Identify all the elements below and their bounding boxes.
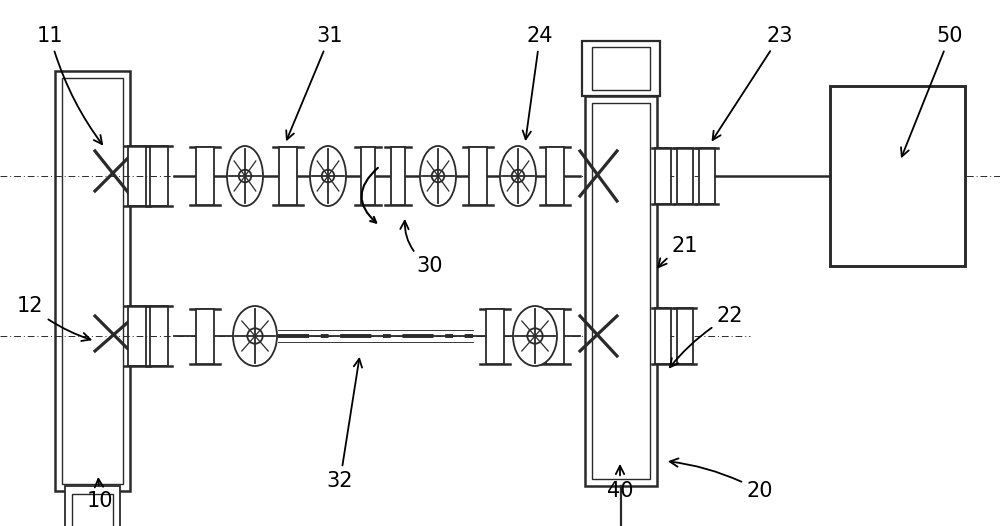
Text: 30: 30 xyxy=(400,221,443,276)
Circle shape xyxy=(432,170,444,183)
Bar xyxy=(128,306,146,366)
Text: 23: 23 xyxy=(713,26,793,140)
Bar xyxy=(592,47,650,90)
Bar xyxy=(582,41,660,96)
Bar xyxy=(830,86,965,266)
Bar xyxy=(150,306,168,366)
Bar xyxy=(655,148,671,204)
Ellipse shape xyxy=(227,146,263,206)
Bar xyxy=(62,78,123,484)
Bar xyxy=(655,308,671,364)
Ellipse shape xyxy=(513,306,557,366)
Text: 50: 50 xyxy=(901,26,963,157)
Text: 21: 21 xyxy=(658,236,698,267)
Text: 10: 10 xyxy=(87,479,113,511)
Bar xyxy=(391,147,405,205)
Text: 20: 20 xyxy=(670,458,773,501)
Bar xyxy=(677,148,693,204)
Circle shape xyxy=(512,170,524,183)
Text: 12: 12 xyxy=(17,296,90,341)
Bar xyxy=(196,309,214,363)
Ellipse shape xyxy=(420,146,456,206)
Text: 32: 32 xyxy=(327,359,362,491)
Bar xyxy=(546,147,564,205)
Bar xyxy=(128,146,146,206)
Bar xyxy=(546,309,564,363)
Circle shape xyxy=(527,328,543,343)
Bar xyxy=(585,96,657,486)
Circle shape xyxy=(239,170,251,183)
Text: 11: 11 xyxy=(37,26,102,144)
Bar xyxy=(592,103,650,479)
Ellipse shape xyxy=(310,146,346,206)
Bar xyxy=(677,308,693,364)
Text: 40: 40 xyxy=(607,466,633,501)
Bar xyxy=(150,146,168,206)
Bar xyxy=(72,494,113,526)
Ellipse shape xyxy=(500,146,536,206)
Text: 24: 24 xyxy=(523,26,553,139)
Bar xyxy=(361,147,375,205)
Bar xyxy=(55,71,130,491)
Text: 31: 31 xyxy=(286,26,343,139)
Bar xyxy=(279,147,297,205)
Circle shape xyxy=(322,170,334,183)
Bar xyxy=(196,147,214,205)
Text: 22: 22 xyxy=(670,306,743,367)
Bar xyxy=(486,309,504,363)
Bar xyxy=(65,486,120,526)
Ellipse shape xyxy=(233,306,277,366)
Bar xyxy=(469,147,487,205)
Circle shape xyxy=(247,328,263,343)
Bar xyxy=(699,148,715,204)
